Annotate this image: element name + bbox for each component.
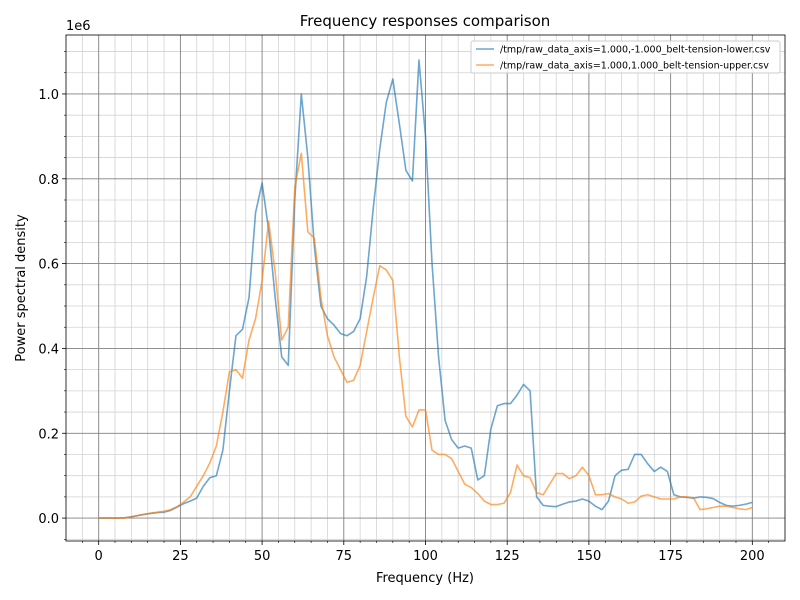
x-tick-label: 175 bbox=[658, 549, 683, 564]
x-tick-label: 75 bbox=[336, 549, 353, 564]
legend-box bbox=[470, 40, 781, 74]
x-tick-label: 100 bbox=[413, 549, 438, 564]
legend-label: /tmp/raw_data_axis=1.000,-1.000_belt-ten… bbox=[500, 45, 771, 56]
y-tick-label: 0.0 bbox=[38, 512, 59, 527]
y-tick-label: 1.0 bbox=[38, 88, 59, 103]
x-tick-label: 150 bbox=[576, 549, 601, 564]
y-tick-label: 0.4 bbox=[38, 342, 59, 357]
legend-label: /tmp/raw_data_axis=1.000,1.000_belt-tens… bbox=[500, 61, 769, 72]
x-tick-label: 125 bbox=[495, 549, 520, 564]
plot-frame bbox=[65, 34, 786, 542]
x-tick-label: 50 bbox=[254, 549, 271, 564]
series-line bbox=[98, 59, 753, 519]
y-axis-label: Power spectral density bbox=[14, 214, 29, 362]
chart-title: Frequency responses comparison bbox=[300, 12, 551, 30]
x-tick-label: 0 bbox=[95, 549, 103, 564]
x-tick-label: 25 bbox=[172, 549, 189, 564]
legend: /tmp/raw_data_axis=1.000,-1.000_belt-ten… bbox=[470, 40, 781, 74]
y-tick-label: 0.2 bbox=[38, 427, 59, 442]
series-line bbox=[98, 152, 753, 519]
x-tick-label: 200 bbox=[740, 549, 765, 564]
y-offset-text: 1e6 bbox=[66, 19, 91, 34]
y-tick-label: 0.8 bbox=[38, 173, 59, 188]
y-tick-label: 0.6 bbox=[38, 258, 59, 273]
x-axis-label: Frequency (Hz) bbox=[376, 571, 474, 586]
